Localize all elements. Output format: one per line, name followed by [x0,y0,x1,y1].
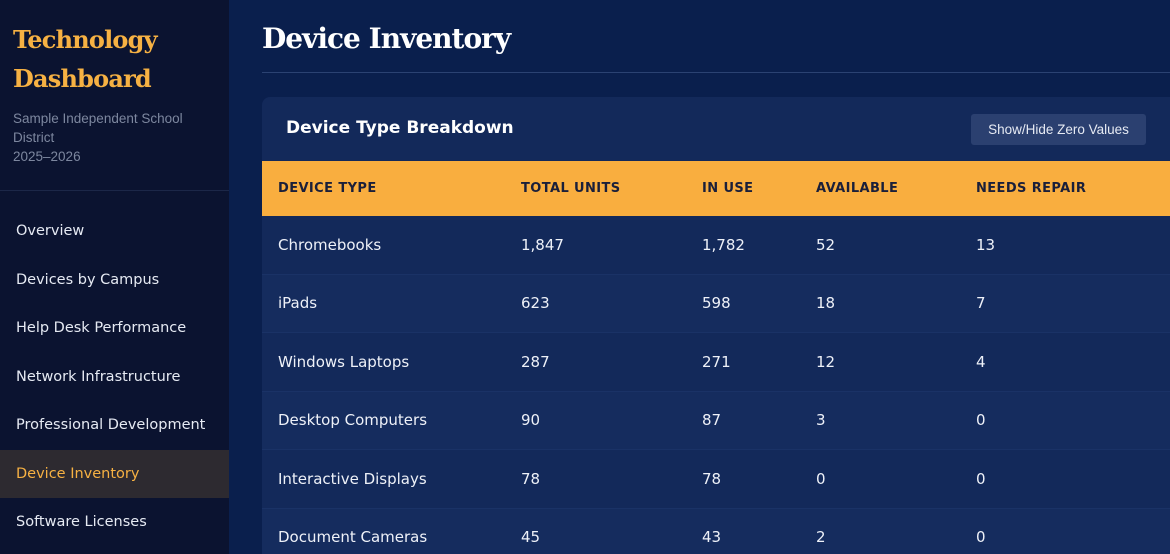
cell-device-type: Desktop Computers [278,411,428,430]
cell-device-type: Document Cameras [278,528,428,547]
column-header-available[interactable]: AVAILABLE [816,181,899,196]
cell-device-type: Interactive Displays [278,469,427,488]
column-header-needs-repair[interactable]: NEEDS REPAIR [976,181,1087,196]
brand-block: Technology Dashboard Sample Independent … [0,0,229,191]
district-name-line1: Sample Independent School [13,111,183,126]
table-body: Chromebooks 1,847 1,782 52 13 iPads 623 … [262,216,1170,554]
cell-device-type: iPads [278,294,318,313]
cell-needs-repair: 0 [976,411,986,430]
table-header: DEVICE TYPE TOTAL UNITS IN USE AVAILABLE… [262,161,1170,216]
cell-available: 12 [816,352,836,371]
sidebar-nav: Overview Devices by Campus Help Desk Per… [0,207,229,547]
table-row: Windows Laptops 287 271 12 4 [262,333,1170,392]
cell-needs-repair: 4 [976,352,986,371]
cell-available: 0 [816,469,826,488]
district-info: Sample Independent School District 2025–… [13,109,216,166]
cell-needs-repair: 0 [976,528,986,547]
title-divider [262,72,1170,73]
cell-available: 2 [816,528,826,547]
card-title: Device Type Breakdown [286,118,514,138]
card-header: Device Type Breakdown Show/Hide Zero Val… [262,97,1170,161]
brand-title-line1: Technology [13,25,158,54]
cell-in-use: 598 [702,294,731,313]
cell-total-units: 90 [521,411,541,430]
column-header-device-type[interactable]: DEVICE TYPE [278,181,377,196]
sidebar: Technology Dashboard Sample Independent … [0,0,229,554]
table-row: iPads 623 598 18 7 [262,274,1170,333]
cell-device-type: Chromebooks [278,235,382,254]
page-title: Device Inventory [262,22,511,55]
cell-available: 18 [816,294,836,313]
brand-title-line2: Dashboard [13,64,152,93]
cell-needs-repair: 7 [976,294,986,313]
brand-title: Technology Dashboard [13,20,216,98]
cell-needs-repair: 13 [976,235,996,254]
cell-in-use: 43 [702,528,722,547]
table-row: Chromebooks 1,847 1,782 52 13 [262,216,1170,275]
sidebar-item-professional-development[interactable]: Professional Development [16,417,206,434]
column-header-total-units[interactable]: TOTAL UNITS [521,181,621,196]
cell-total-units: 1,847 [521,235,564,254]
district-name-line2: District [13,130,55,145]
cell-in-use: 78 [702,469,722,488]
sidebar-item-devices-by-campus[interactable]: Devices by Campus [16,271,160,288]
sidebar-item-help-desk-performance[interactable]: Help Desk Performance [16,320,187,337]
device-breakdown-card: Device Type Breakdown Show/Hide Zero Val… [262,97,1170,554]
cell-total-units: 78 [521,469,541,488]
sidebar-item-overview[interactable]: Overview [16,223,85,240]
table-row: Document Cameras 45 43 2 0 [262,508,1170,554]
cell-in-use: 87 [702,411,722,430]
cell-total-units: 287 [521,352,550,371]
column-header-in-use[interactable]: IN USE [702,181,754,196]
cell-total-units: 45 [521,528,541,547]
cell-in-use: 1,782 [702,235,745,254]
cell-available: 3 [816,411,826,430]
toggle-zero-values-button[interactable]: Show/Hide Zero Values [971,114,1146,145]
table-row: Interactive Displays 78 78 0 0 [262,450,1170,509]
cell-total-units: 623 [521,294,550,313]
sidebar-item-network-infrastructure[interactable]: Network Infrastructure [16,368,181,385]
cell-available: 52 [816,235,836,254]
table-row: Desktop Computers 90 87 3 0 [262,391,1170,450]
cell-needs-repair: 0 [976,469,986,488]
main-content: Device Inventory Device Type Breakdown S… [229,0,1170,554]
school-year: 2025–2026 [13,149,81,164]
cell-device-type: Windows Laptops [278,352,410,371]
sidebar-item-device-inventory[interactable]: Device Inventory [0,449,229,498]
device-table: DEVICE TYPE TOTAL UNITS IN USE AVAILABLE… [262,161,1170,554]
cell-in-use: 271 [702,352,731,371]
sidebar-item-software-licenses[interactable]: Software Licenses [16,514,147,531]
